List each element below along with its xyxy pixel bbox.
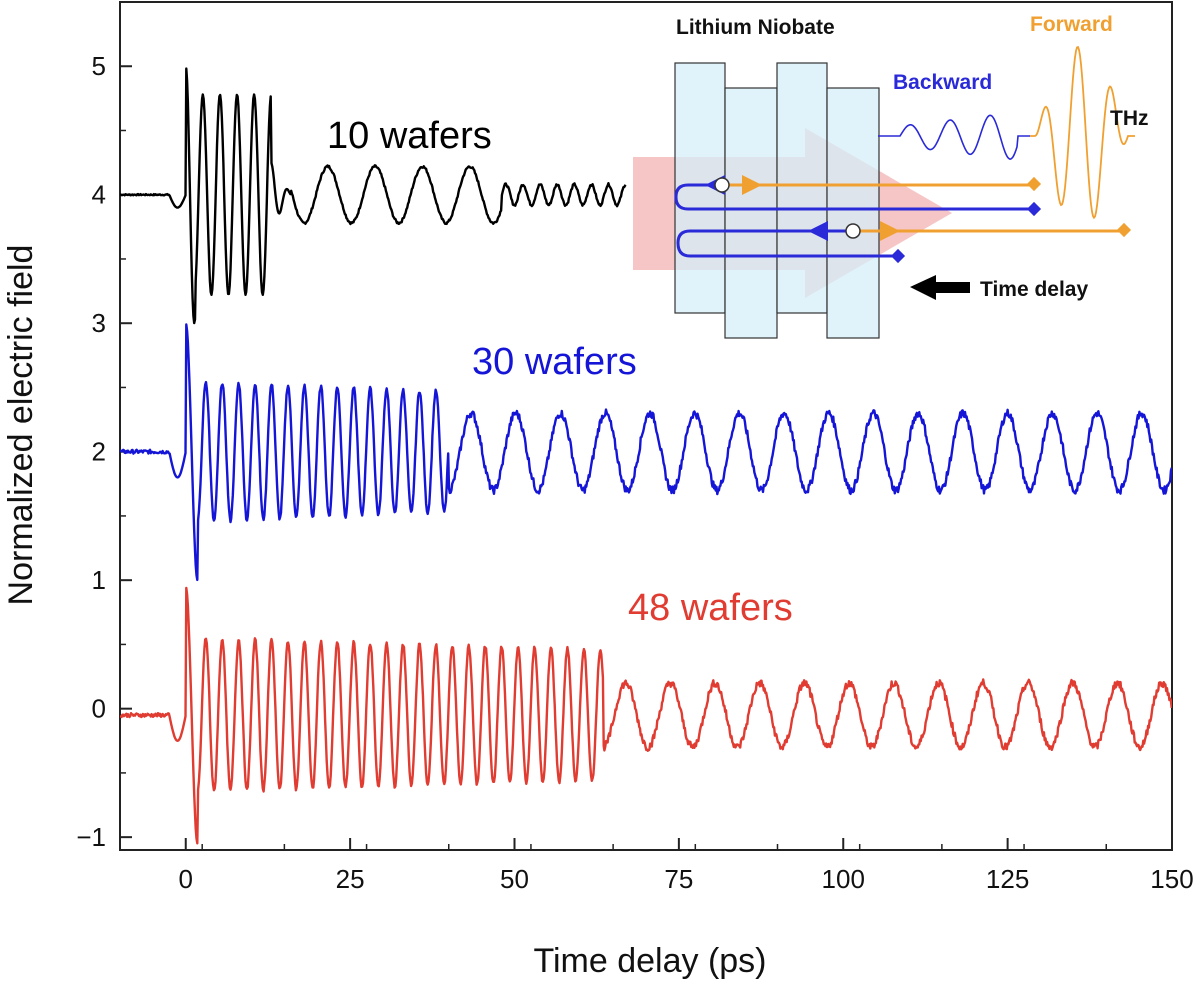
y-tick-label: −1 bbox=[76, 822, 106, 852]
forward-end-marker-lower bbox=[1116, 222, 1132, 238]
backward-end-marker-lower bbox=[890, 248, 906, 264]
y-tick-label: 4 bbox=[92, 180, 106, 210]
backward-arrowhead-lower bbox=[808, 221, 828, 241]
forward-arrowhead-upper bbox=[742, 175, 762, 195]
inset-schematic: Lithium Niobate Forward Backward THz Tim… bbox=[633, 13, 1149, 339]
thz-label: THz bbox=[1110, 107, 1149, 130]
y-tick-label: 1 bbox=[92, 565, 106, 595]
series-label-30-wafers: 30 wafers bbox=[472, 341, 637, 383]
x-tick-label: 25 bbox=[336, 864, 365, 894]
wafer bbox=[826, 87, 880, 339]
time-delay-label: Time delay bbox=[980, 278, 1088, 301]
y-axis-title: Normalized electric field bbox=[2, 245, 40, 606]
y-tick-label: 0 bbox=[92, 694, 106, 724]
wafer bbox=[724, 87, 778, 339]
backward-ray-upper bbox=[674, 183, 1035, 211]
x-tick-label: 0 bbox=[179, 864, 193, 894]
x-tick-label: 75 bbox=[664, 864, 693, 894]
time-delay-arrow bbox=[910, 275, 970, 300]
series-line-48-wafers bbox=[120, 586, 1172, 845]
backward-label: Backward bbox=[893, 71, 992, 94]
wafer bbox=[776, 62, 828, 314]
y-tick-label: 3 bbox=[92, 308, 106, 338]
x-tick-label: 50 bbox=[500, 864, 529, 894]
y-tick-label: 2 bbox=[92, 437, 106, 467]
x-tick-label: 125 bbox=[986, 864, 1029, 894]
backward-end-marker-upper bbox=[1026, 201, 1042, 217]
forward-end-marker-upper bbox=[1026, 176, 1042, 192]
generation-point-upper bbox=[714, 177, 730, 193]
backward-ray-lower bbox=[676, 229, 898, 258]
plot-frame bbox=[119, 1, 1173, 851]
series-group bbox=[120, 67, 1172, 845]
forward-arrowhead-lower bbox=[880, 221, 900, 241]
forward-label: Forward bbox=[1030, 13, 1113, 36]
inset-title: Lithium Niobate bbox=[676, 16, 835, 39]
forward-waveform bbox=[1030, 45, 1135, 220]
x-axis-title: Time delay (ps) bbox=[533, 942, 766, 980]
x-tick-label: 150 bbox=[1150, 864, 1193, 894]
x-axis-ticks: 0 25 50 75 100 125 150 bbox=[119, 838, 1194, 894]
y-tick-label: 5 bbox=[92, 51, 106, 81]
generation-point-lower bbox=[845, 223, 861, 239]
series-line-30-wafers bbox=[120, 323, 1172, 582]
y-axis-ticks: −1 0 1 2 3 4 5 bbox=[76, 51, 132, 852]
x-tick-label: 100 bbox=[822, 864, 865, 894]
series-label-10-wafers: 10 wafers bbox=[327, 115, 492, 157]
series-line-10-wafers bbox=[120, 67, 627, 325]
backward-waveform bbox=[878, 114, 1030, 160]
series-label-48-wafers: 48 wafers bbox=[628, 587, 793, 629]
